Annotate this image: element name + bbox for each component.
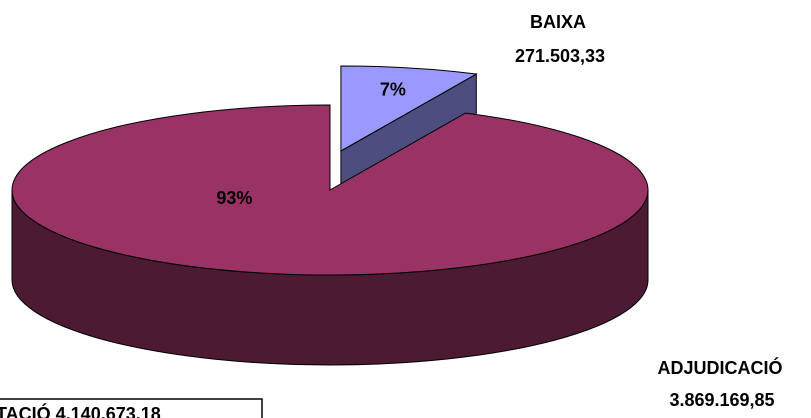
slice: 93% — [11, 104, 649, 366]
slice-top — [11, 104, 649, 276]
value-label: 93% — [216, 188, 252, 208]
category-label: ADJUDICACIÓ — [657, 357, 782, 378]
slice-top — [340, 65, 478, 152]
total-box — [0, 398, 263, 418]
pie: 7% 93% — [11, 65, 649, 366]
amount-label: 3.869.169,85 — [669, 390, 774, 410]
category-label: BAIXA — [530, 12, 586, 32]
amount-label: 271.503,33 — [515, 46, 605, 66]
total-label: TACIÓ 4.140.673,18 — [0, 403, 161, 418]
value-label: 7% — [380, 79, 406, 99]
